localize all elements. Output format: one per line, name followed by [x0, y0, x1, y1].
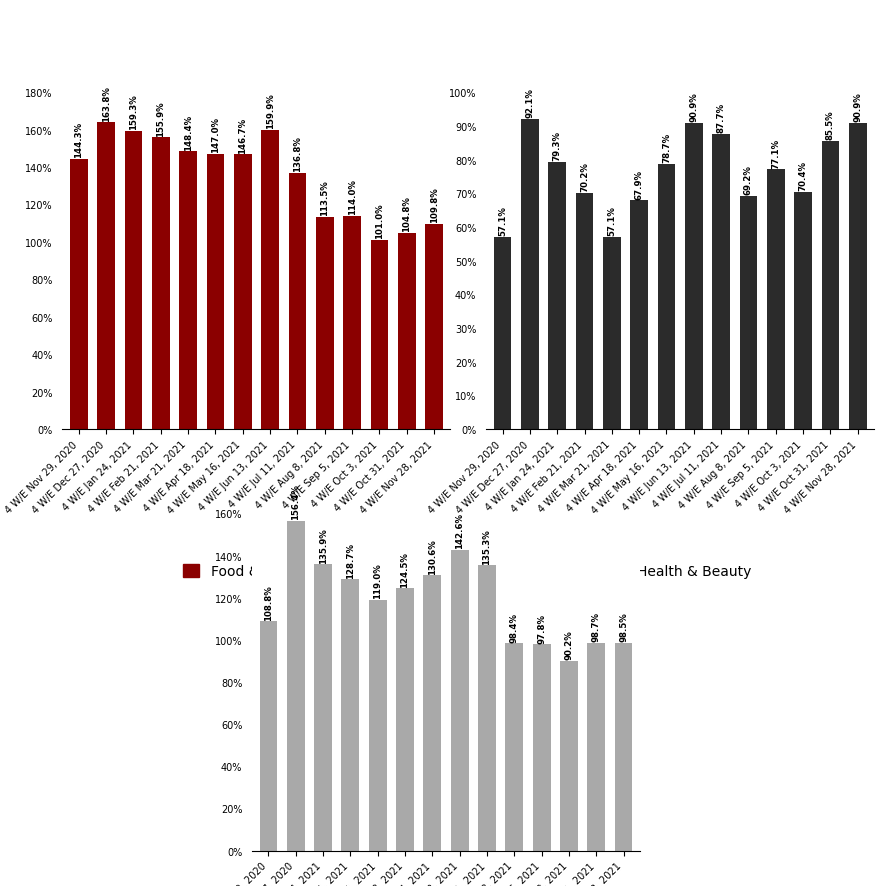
Bar: [588, 643, 605, 851]
Text: 87.7%: 87.7%: [716, 103, 725, 133]
Text: 159.3%: 159.3%: [129, 94, 138, 130]
Bar: [288, 174, 306, 430]
Bar: [450, 550, 468, 851]
Bar: [424, 576, 442, 851]
Text: 79.3%: 79.3%: [553, 131, 562, 161]
Bar: [70, 159, 87, 430]
Text: 108.8%: 108.8%: [264, 584, 273, 620]
Bar: [342, 579, 359, 851]
Text: 98.5%: 98.5%: [619, 612, 628, 641]
Text: 119.0%: 119.0%: [373, 563, 382, 598]
Text: 98.4%: 98.4%: [510, 612, 519, 641]
Bar: [560, 661, 578, 851]
Bar: [533, 645, 550, 851]
Bar: [287, 522, 304, 851]
Text: 98.7%: 98.7%: [591, 611, 601, 641]
Text: 67.9%: 67.9%: [635, 169, 644, 199]
Text: 136.8%: 136.8%: [293, 136, 301, 172]
Bar: [506, 643, 524, 851]
Text: 130.6%: 130.6%: [428, 539, 437, 574]
Text: 109.8%: 109.8%: [430, 187, 439, 222]
Bar: [314, 564, 332, 851]
Bar: [739, 197, 757, 430]
Bar: [396, 588, 414, 851]
Bar: [822, 142, 839, 430]
Text: 113.5%: 113.5%: [320, 180, 329, 215]
Bar: [767, 170, 785, 430]
Bar: [234, 155, 252, 430]
Bar: [685, 124, 703, 430]
Text: 159.9%: 159.9%: [266, 93, 275, 129]
Text: 70.2%: 70.2%: [580, 162, 589, 191]
Bar: [152, 138, 169, 430]
Text: 155.9%: 155.9%: [156, 101, 165, 136]
Text: 90.9%: 90.9%: [690, 92, 698, 122]
Text: 57.1%: 57.1%: [607, 206, 616, 236]
Text: 97.8%: 97.8%: [537, 613, 546, 643]
Bar: [603, 237, 621, 430]
Bar: [370, 241, 388, 430]
Legend: Food & Beverage: Food & Beverage: [183, 564, 330, 579]
Bar: [261, 130, 279, 430]
Text: 101.0%: 101.0%: [375, 204, 384, 239]
Text: 90.9%: 90.9%: [854, 92, 863, 122]
Bar: [316, 217, 334, 430]
Text: 144.3%: 144.3%: [74, 122, 83, 158]
Bar: [260, 622, 277, 851]
Bar: [343, 216, 361, 430]
Text: 135.3%: 135.3%: [483, 528, 491, 564]
Text: 70.4%: 70.4%: [798, 161, 807, 191]
Text: 147.0%: 147.0%: [211, 117, 220, 153]
Text: 156.4%: 156.4%: [291, 484, 301, 520]
Bar: [712, 135, 730, 430]
Bar: [125, 132, 143, 430]
Bar: [97, 123, 115, 430]
Text: 142.6%: 142.6%: [455, 513, 464, 548]
Text: 146.7%: 146.7%: [238, 118, 247, 153]
Text: 69.2%: 69.2%: [744, 165, 753, 195]
Text: 135.9%: 135.9%: [318, 527, 327, 563]
Text: 90.2%: 90.2%: [565, 629, 574, 659]
Bar: [549, 163, 566, 430]
Text: 77.1%: 77.1%: [772, 138, 780, 168]
Text: 124.5%: 124.5%: [401, 551, 409, 587]
Bar: [657, 165, 675, 430]
Bar: [615, 643, 632, 851]
Legend: Health & Beauty: Health & Beauty: [609, 564, 751, 579]
Bar: [179, 152, 197, 430]
Bar: [631, 201, 648, 430]
Bar: [478, 566, 496, 851]
Bar: [521, 120, 539, 430]
Bar: [849, 124, 867, 430]
Text: 57.1%: 57.1%: [498, 206, 507, 236]
Text: 128.7%: 128.7%: [346, 542, 355, 578]
Bar: [368, 600, 386, 851]
Bar: [575, 193, 593, 430]
Text: 148.4%: 148.4%: [184, 114, 193, 151]
Text: 104.8%: 104.8%: [402, 196, 411, 232]
Text: 163.8%: 163.8%: [102, 86, 111, 121]
Bar: [425, 224, 443, 430]
Bar: [493, 237, 511, 430]
Bar: [794, 192, 812, 430]
Text: 92.1%: 92.1%: [525, 88, 534, 118]
Bar: [398, 234, 416, 430]
Text: 114.0%: 114.0%: [348, 179, 357, 214]
Text: 85.5%: 85.5%: [826, 111, 835, 140]
Text: 78.7%: 78.7%: [662, 133, 671, 163]
Bar: [207, 155, 225, 430]
